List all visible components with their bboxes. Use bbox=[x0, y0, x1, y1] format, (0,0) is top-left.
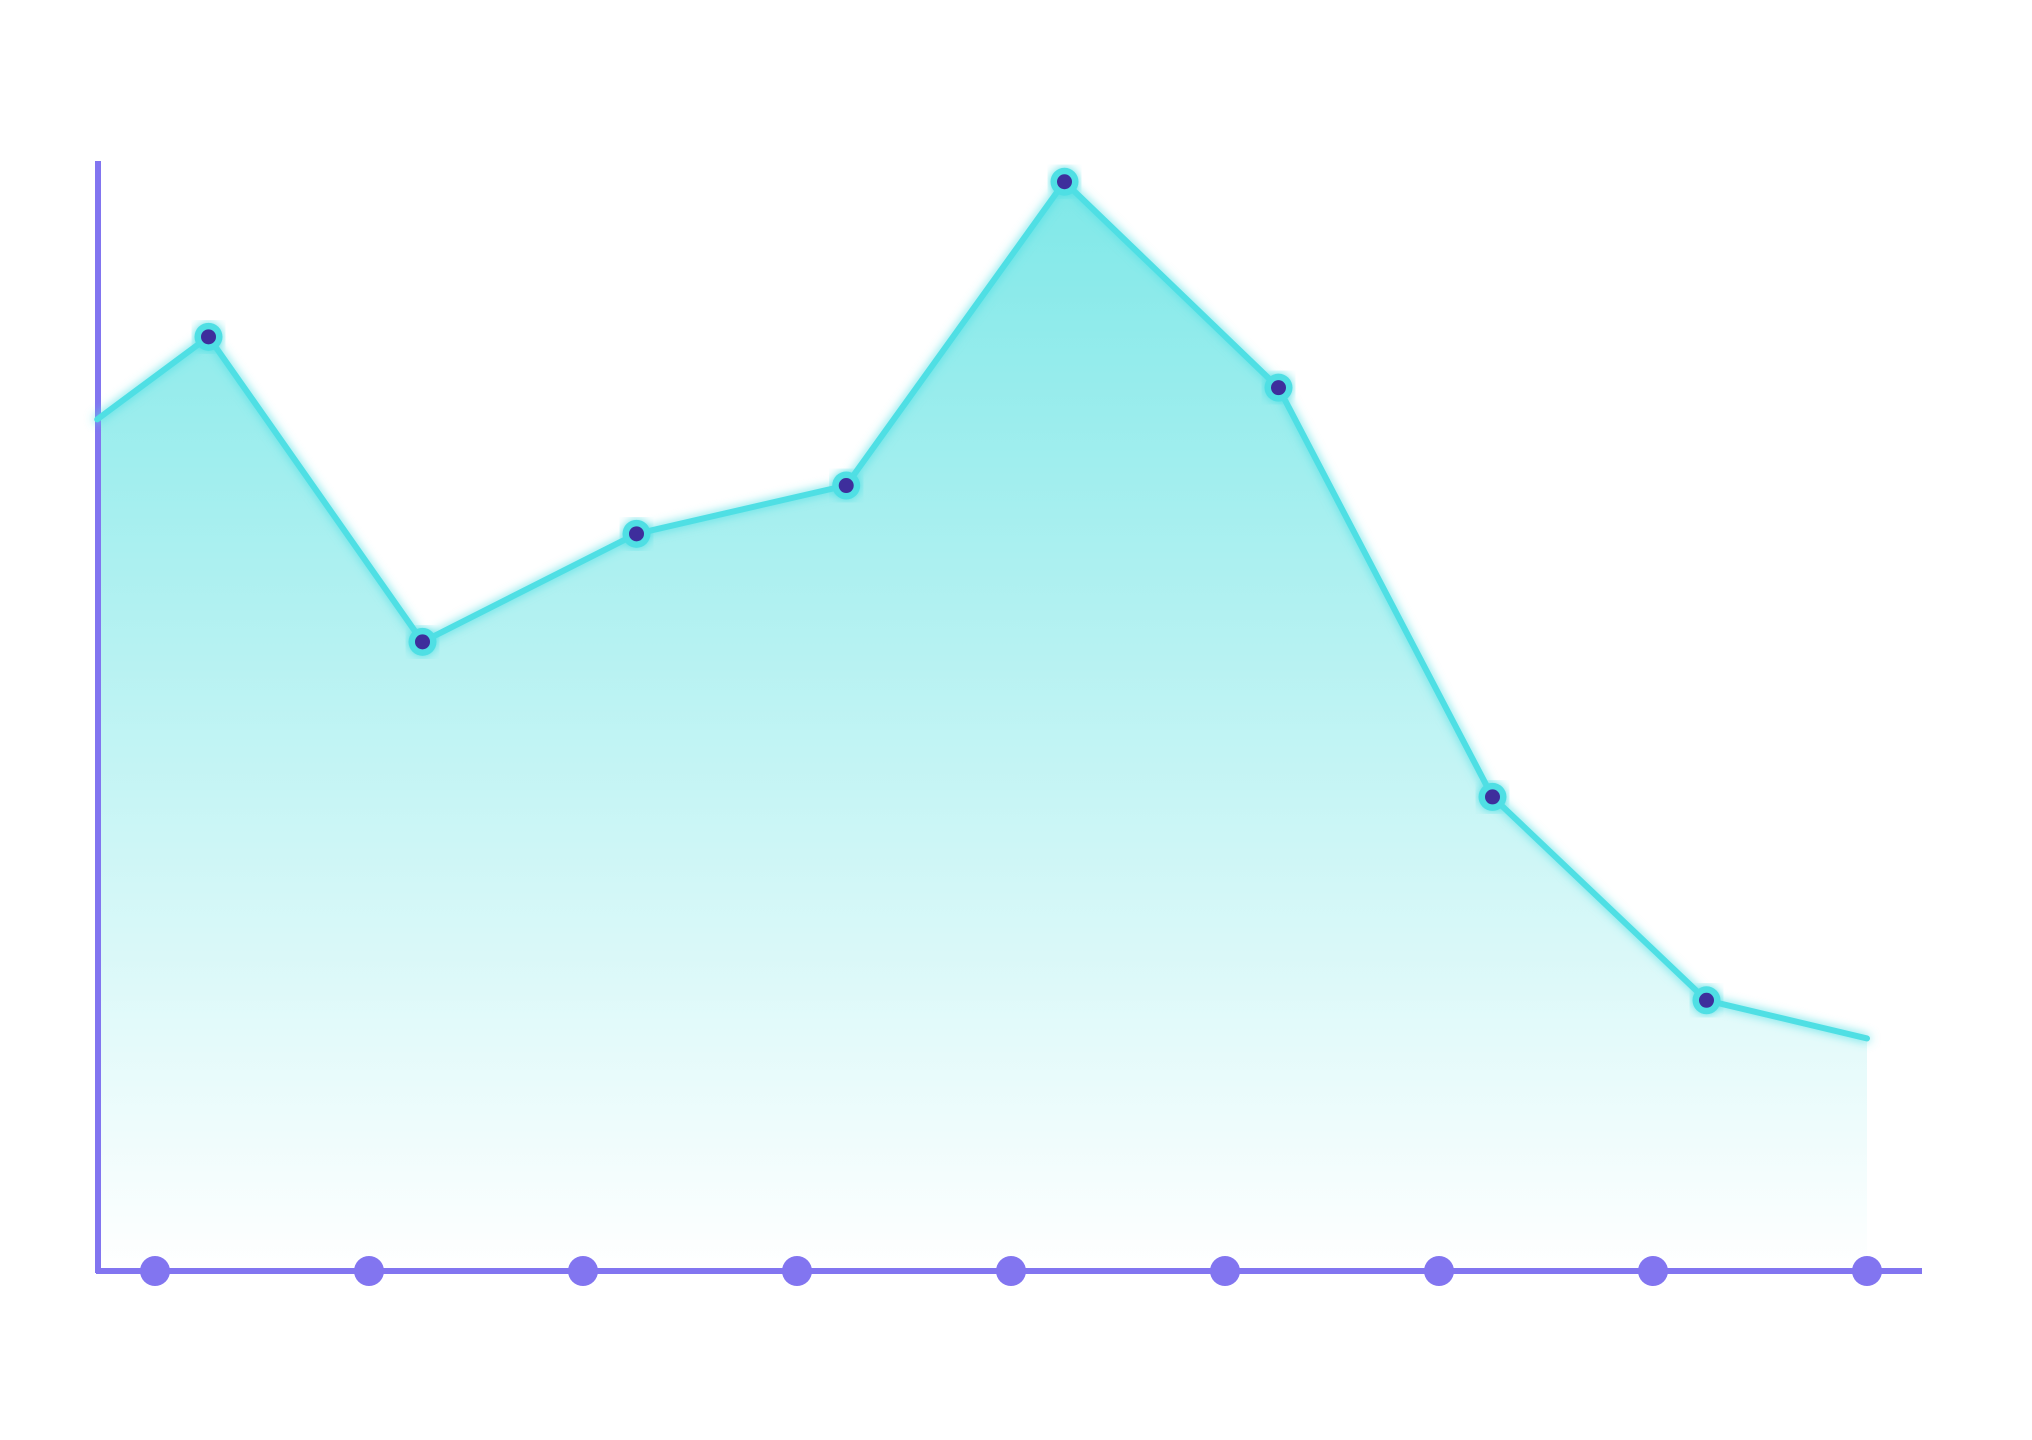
x-tick-dot-2 bbox=[568, 1256, 598, 1286]
data-point-7 bbox=[1692, 986, 1721, 1015]
x-tick-dot-0 bbox=[140, 1256, 170, 1286]
data-point-center bbox=[1485, 789, 1500, 805]
data-point-2 bbox=[622, 519, 651, 548]
data-point-5 bbox=[1264, 373, 1293, 402]
area-fill bbox=[97, 181, 1868, 1271]
data-point-0 bbox=[194, 322, 223, 351]
data-point-4 bbox=[1050, 167, 1079, 196]
data-point-center bbox=[1271, 380, 1286, 396]
data-point-center bbox=[838, 478, 854, 494]
data-point-center bbox=[201, 329, 216, 345]
data-point-center bbox=[629, 526, 644, 542]
x-tick-dot-8 bbox=[1852, 1256, 1882, 1286]
x-tick-dot-5 bbox=[1210, 1256, 1240, 1286]
x-tick-dot-1 bbox=[354, 1256, 384, 1286]
data-point-1 bbox=[408, 627, 437, 656]
data-point-center bbox=[1699, 992, 1714, 1008]
data-point-3 bbox=[832, 471, 861, 500]
x-tick-dot-7 bbox=[1638, 1256, 1668, 1286]
x-tick-dot-3 bbox=[782, 1256, 812, 1286]
data-point-6 bbox=[1478, 782, 1507, 811]
data-point-center bbox=[415, 634, 430, 650]
series-line bbox=[94, 178, 1870, 1042]
x-tick-dot-4 bbox=[996, 1256, 1026, 1286]
x-tick-dot-6 bbox=[1424, 1256, 1454, 1286]
data-point-center bbox=[1057, 174, 1072, 190]
